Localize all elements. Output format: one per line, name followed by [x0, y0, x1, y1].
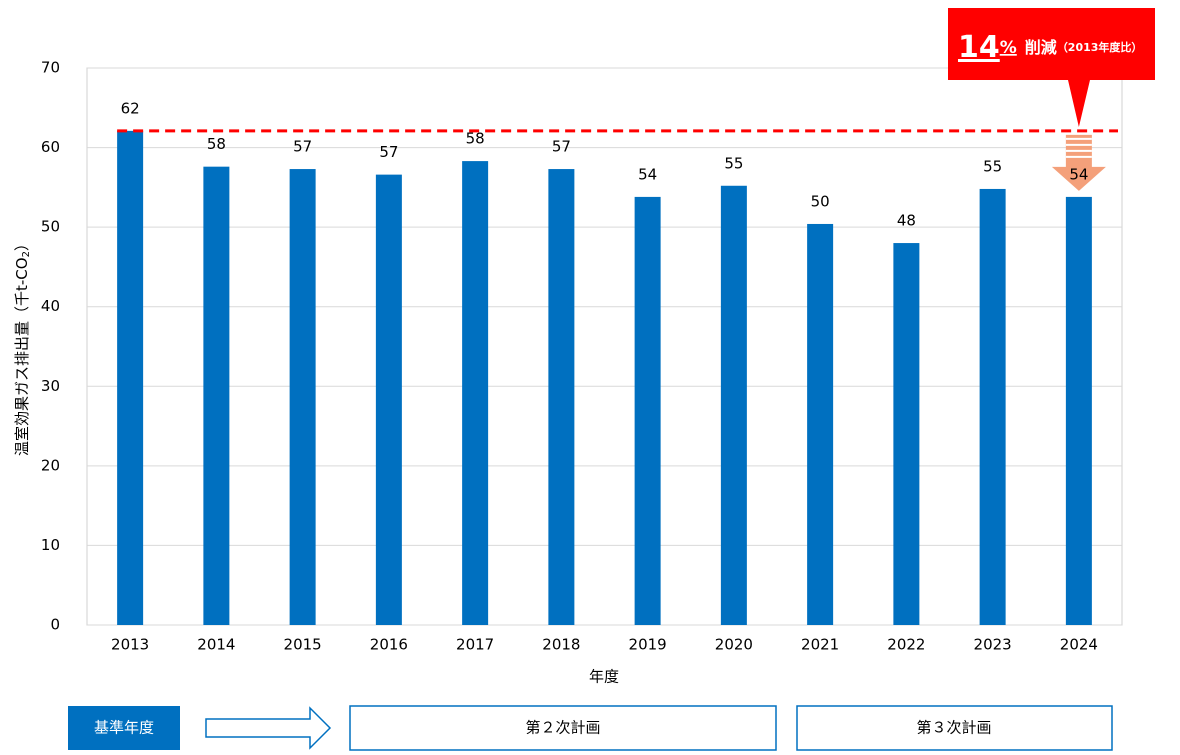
- y-tick-label: 50: [41, 218, 60, 236]
- period-label: 基準年度: [94, 719, 154, 737]
- x-tick-label: 2018: [542, 636, 580, 654]
- data-label: 57: [379, 143, 398, 161]
- y-tick-label: 10: [41, 536, 60, 554]
- arrow-shaft: [1065, 134, 1092, 171]
- y-tick-label: 30: [41, 377, 60, 395]
- plot-area: [86, 67, 1123, 626]
- data-label: 50: [811, 192, 830, 210]
- x-tick-label: 2023: [974, 636, 1012, 654]
- x-tick-label: 2013: [111, 636, 149, 654]
- period-box: [796, 705, 1113, 751]
- y-tick-label: 40: [41, 297, 60, 315]
- base-year-box: [68, 706, 180, 750]
- y-tick-label: 70: [41, 59, 60, 77]
- callout-note: （2013年度比）: [1057, 40, 1143, 54]
- bar: [375, 174, 402, 625]
- callout-big: 14: [958, 30, 1000, 65]
- x-tick-label: 2014: [197, 636, 235, 654]
- y-axis-label-sub: 2: [21, 251, 32, 257]
- reduction-arrow: [1051, 134, 1106, 191]
- data-label: 57: [293, 138, 312, 156]
- y-tick-label: 0: [50, 616, 60, 634]
- x-tick-label: 2017: [456, 636, 494, 654]
- y-tick-label: 60: [41, 138, 60, 156]
- data-label: 58: [207, 135, 226, 153]
- y-axis-label-end: ）: [13, 236, 31, 251]
- callout: [948, 8, 1155, 127]
- x-tick-label: 2015: [284, 636, 322, 654]
- bar: [117, 130, 144, 625]
- bar: [203, 166, 230, 625]
- bar: [979, 188, 1006, 625]
- data-label: 58: [466, 130, 485, 148]
- callout-label: 削減: [1025, 38, 1057, 57]
- data-label: 48: [897, 212, 916, 230]
- data-label: 55: [724, 154, 743, 172]
- period-label: 第３次計画: [916, 719, 991, 737]
- data-label: 55: [983, 157, 1002, 175]
- bar: [807, 223, 834, 625]
- bar: [548, 169, 575, 625]
- callout-unit: %: [1000, 38, 1017, 58]
- callout-text: 14% 削減（2013年度比）: [958, 30, 1142, 65]
- data-label: 62: [121, 99, 140, 117]
- y-axis-label-text: 温室効果ガス排出量（千t-CO: [13, 257, 31, 456]
- x-tick-label: 2020: [715, 636, 753, 654]
- data-label: 54: [1069, 165, 1088, 183]
- y-tick-label: 20: [41, 456, 60, 474]
- x-tick-label: 2022: [887, 636, 925, 654]
- data-label: 54: [638, 165, 657, 183]
- bar: [462, 161, 489, 625]
- bar: [634, 196, 661, 626]
- bar: [1065, 196, 1092, 626]
- bar: [893, 243, 920, 626]
- bar: [720, 185, 747, 625]
- bar: [289, 169, 316, 625]
- x-tick-label: 2024: [1060, 636, 1098, 654]
- y-axis-label: 温室効果ガス排出量（千t-CO2）: [13, 236, 33, 456]
- x-tick-label: 2016: [370, 636, 408, 654]
- arrow-head: [1051, 166, 1106, 191]
- x-tick-label: 2019: [629, 636, 667, 654]
- period-arrow: [205, 706, 332, 750]
- x-axis-label: 年度: [589, 668, 619, 686]
- period-label: 第２次計画: [525, 719, 600, 737]
- period-box: [349, 705, 777, 751]
- x-tick-label: 2021: [801, 636, 839, 654]
- data-label: 57: [552, 138, 571, 156]
